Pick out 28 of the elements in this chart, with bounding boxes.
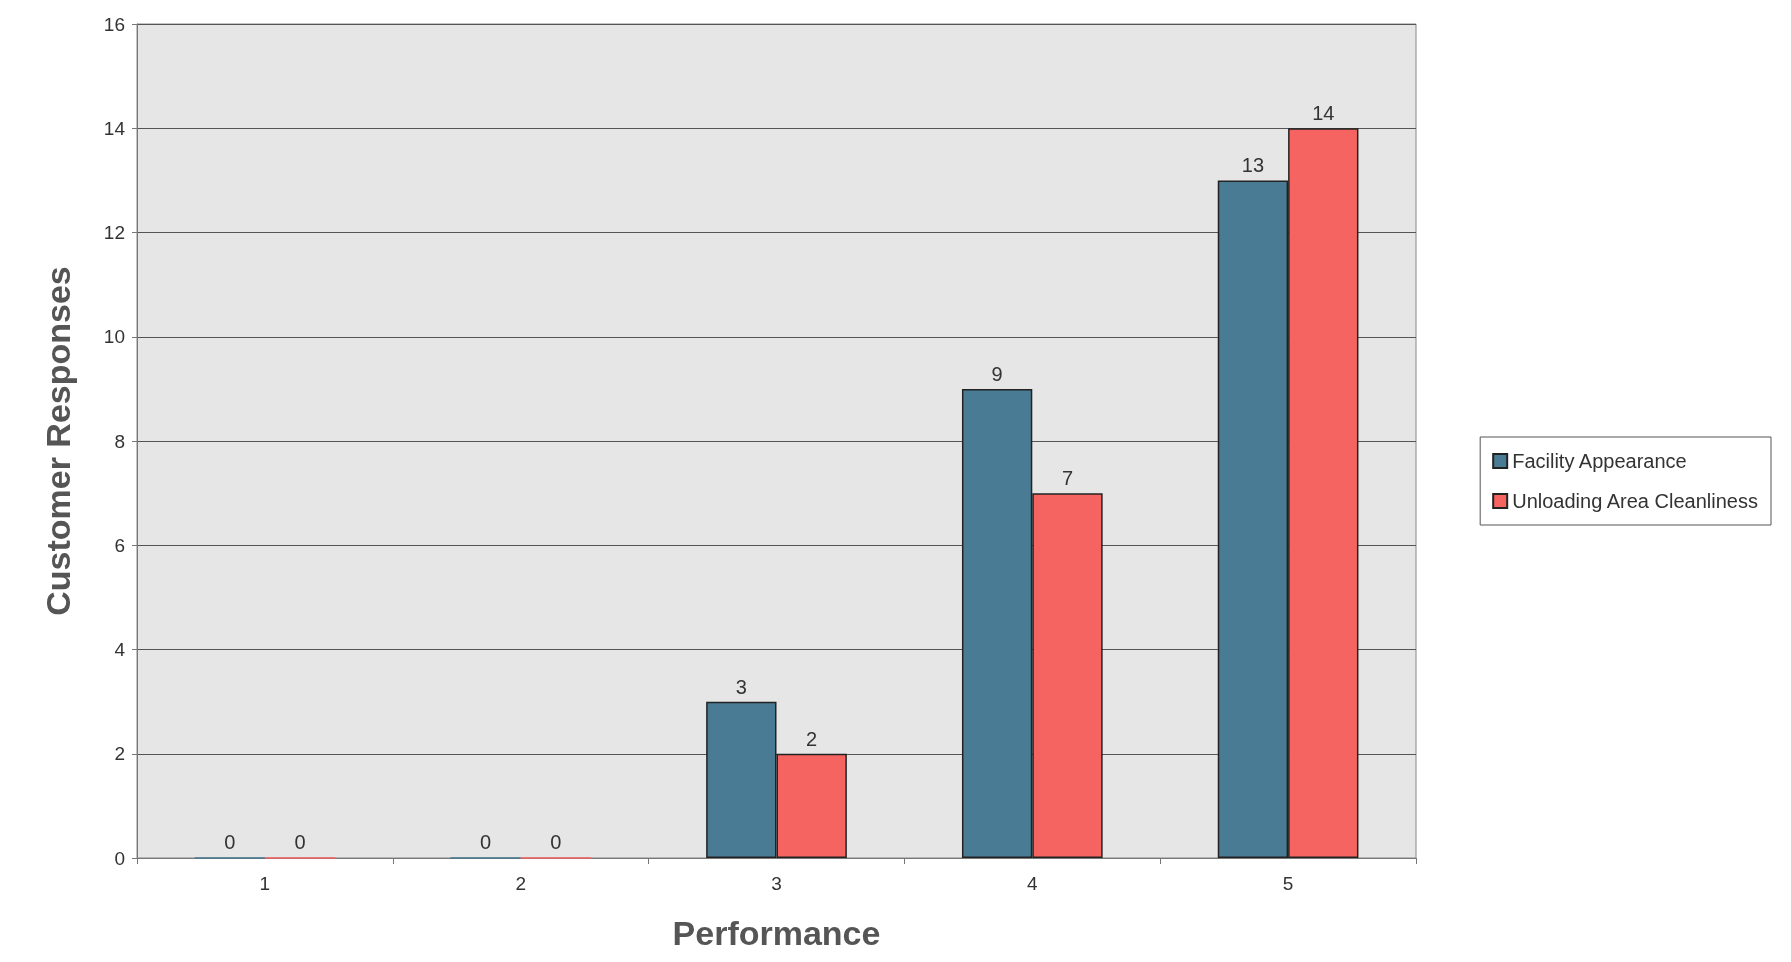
data-label: 0 [550,831,562,854]
data-label: 2 [806,727,818,750]
data-label: 14 [1312,102,1335,125]
legend-label: Facility Appearance [1512,450,1687,472]
y-tick-label: 14 [103,117,126,139]
y-tick-label: 16 [103,13,125,35]
y-tick-label: 10 [103,326,125,348]
data-label: 0 [224,831,236,854]
legend-label: Unloading Area Cleanliness [1512,490,1758,512]
x-tick-label: 1 [259,873,271,894]
y-tick-label: 6 [114,534,125,556]
data-label: 7 [1061,467,1074,490]
y-tick-label: 0 [114,847,125,869]
x-tick-label: 3 [771,873,782,894]
data-label: 0 [479,831,492,854]
data-label: 0 [294,831,306,854]
y-tick-label: 4 [114,639,126,660]
y-tick-label: 2 [114,743,125,765]
x-tick-label: 4 [1027,873,1039,894]
x-tick-label: 2 [515,873,526,894]
x-tick-label: 5 [1282,873,1294,894]
data-label: 9 [991,362,1003,385]
data-label: 13 [1241,154,1265,177]
data-label: 3 [735,675,747,698]
y-tick-label: 12 [103,222,125,243]
y-axis-title: Customer Responses [39,266,77,616]
x-axis-title: Performance [672,914,881,952]
y-tick-label: 8 [114,430,125,452]
